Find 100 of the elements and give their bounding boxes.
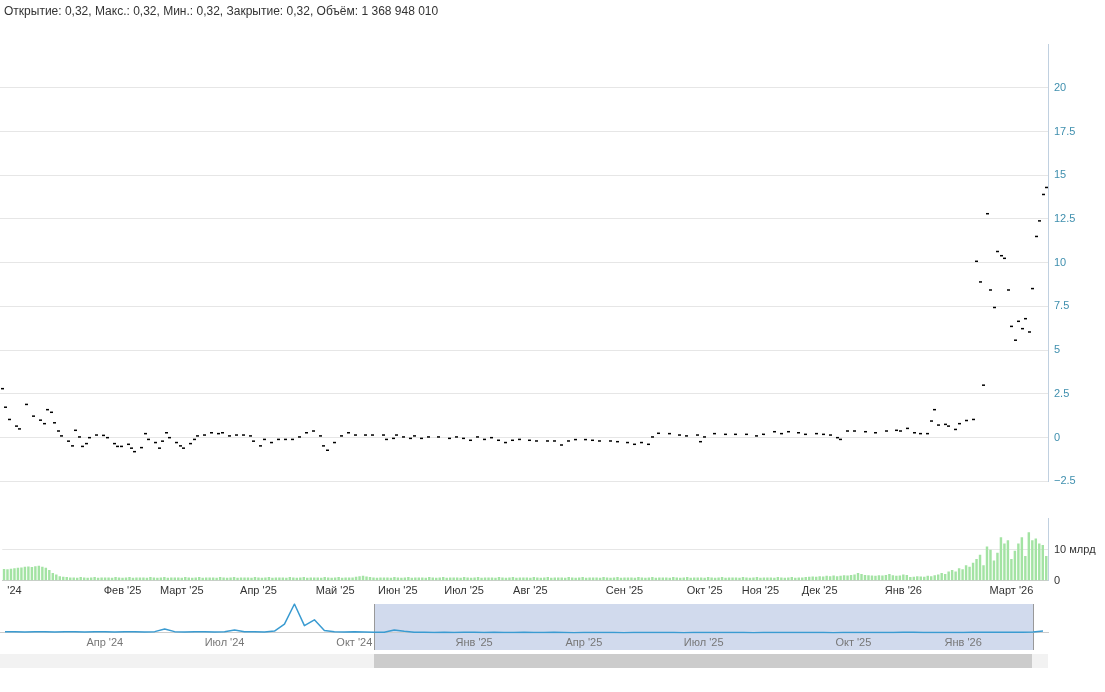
y-tick-label: 12.5 <box>1054 211 1076 224</box>
bar <box>581 577 584 581</box>
bar <box>839 575 842 581</box>
bar <box>874 575 877 581</box>
x-tick-label: Янв '26 <box>944 636 982 649</box>
bar <box>149 577 152 581</box>
bar <box>529 577 532 581</box>
bar <box>278 577 281 581</box>
bar <box>710 577 713 581</box>
bar <box>766 577 769 581</box>
bar <box>703 577 706 581</box>
x-tick-label: Март '25 <box>159 584 204 597</box>
bar <box>780 577 783 581</box>
x-tick-label: Авг '25 <box>513 584 548 597</box>
bar <box>588 577 591 581</box>
bar <box>330 577 333 581</box>
x-tick-label: Сен '25 <box>605 584 644 597</box>
bar <box>379 577 382 581</box>
bar <box>344 577 347 581</box>
bar <box>135 577 138 581</box>
bar <box>372 577 375 581</box>
x-tick-label: Июл '24 <box>204 636 245 649</box>
bar <box>393 577 396 581</box>
x-tick-label: '24 <box>7 584 22 597</box>
bar <box>494 577 497 581</box>
x-tick-label: Июн '25 <box>378 584 418 597</box>
bar <box>93 577 96 581</box>
bar <box>595 577 598 581</box>
y-tick-label: 10 <box>1054 255 1067 268</box>
bar <box>386 577 389 581</box>
bar <box>888 573 891 581</box>
bar <box>466 577 469 581</box>
bar <box>48 569 51 581</box>
y-tick-label: 0 <box>1054 430 1061 443</box>
x-tick-label: Фев '25 <box>103 584 142 597</box>
bar <box>738 577 741 581</box>
bar <box>407 577 410 581</box>
bar <box>128 577 131 581</box>
x-tick-label: Июл '25 <box>683 636 724 649</box>
bar <box>895 575 898 581</box>
bar <box>860 573 863 581</box>
bar <box>215 577 218 581</box>
bar <box>41 566 44 581</box>
bar <box>536 577 539 581</box>
bar <box>881 575 884 581</box>
x-tick-label: Окт '25 <box>835 636 872 649</box>
bar <box>6 569 9 581</box>
bar <box>968 566 971 581</box>
x-tick-label: Июл '25 <box>444 584 484 597</box>
bar <box>170 577 173 581</box>
x-tick-label: Май '25 <box>315 584 355 597</box>
bar <box>229 577 232 581</box>
x-tick-label: Янв '26 <box>884 584 922 597</box>
bar <box>250 577 253 581</box>
x-tick-label: Дек '25 <box>801 584 838 597</box>
bar <box>696 577 699 581</box>
bar <box>630 577 633 581</box>
x-tick-label: Окт '25 <box>686 584 723 597</box>
bar <box>602 577 605 581</box>
bar <box>947 571 950 581</box>
bar <box>508 577 511 581</box>
bar <box>100 577 103 581</box>
bar <box>515 577 518 581</box>
bar <box>243 577 246 581</box>
bar <box>480 577 483 581</box>
bar <box>107 577 110 581</box>
bar <box>236 577 239 581</box>
bar <box>351 577 354 581</box>
bar <box>752 577 755 581</box>
bar <box>522 577 525 581</box>
y-tick-label: 2.5 <box>1054 386 1070 399</box>
x-tick-label: Апр '24 <box>86 636 124 649</box>
bar <box>337 577 340 581</box>
bar <box>414 577 417 581</box>
bar <box>400 577 403 581</box>
bar <box>658 577 661 581</box>
bar <box>759 577 762 581</box>
x-tick-label: Апр '25 <box>240 584 277 597</box>
bar <box>222 577 225 581</box>
bar <box>163 577 166 581</box>
y-tick-label: −2.5 <box>1054 474 1076 487</box>
bar <box>208 577 211 581</box>
bar <box>724 577 727 581</box>
bar <box>745 577 748 581</box>
x-tick-label: Окт '24 <box>336 636 373 649</box>
bar <box>142 577 145 581</box>
bar <box>365 576 368 581</box>
y-tick-label: 17.5 <box>1054 124 1076 137</box>
bar <box>616 577 619 581</box>
bar <box>825 575 828 581</box>
x-tick-label: Апр '25 <box>565 636 603 649</box>
bar <box>637 577 640 581</box>
bar <box>264 577 267 581</box>
bar <box>292 577 295 581</box>
bar <box>773 577 776 581</box>
bar <box>473 577 476 581</box>
bar <box>651 577 654 581</box>
bar <box>644 577 647 581</box>
chart-title: Открытие: 0,32, Макс.: 0,32, Мин.: 0,32, Закрытие: 0,32, Объём: 1 368 948 010 <box>4 4 439 18</box>
bar <box>954 571 957 581</box>
